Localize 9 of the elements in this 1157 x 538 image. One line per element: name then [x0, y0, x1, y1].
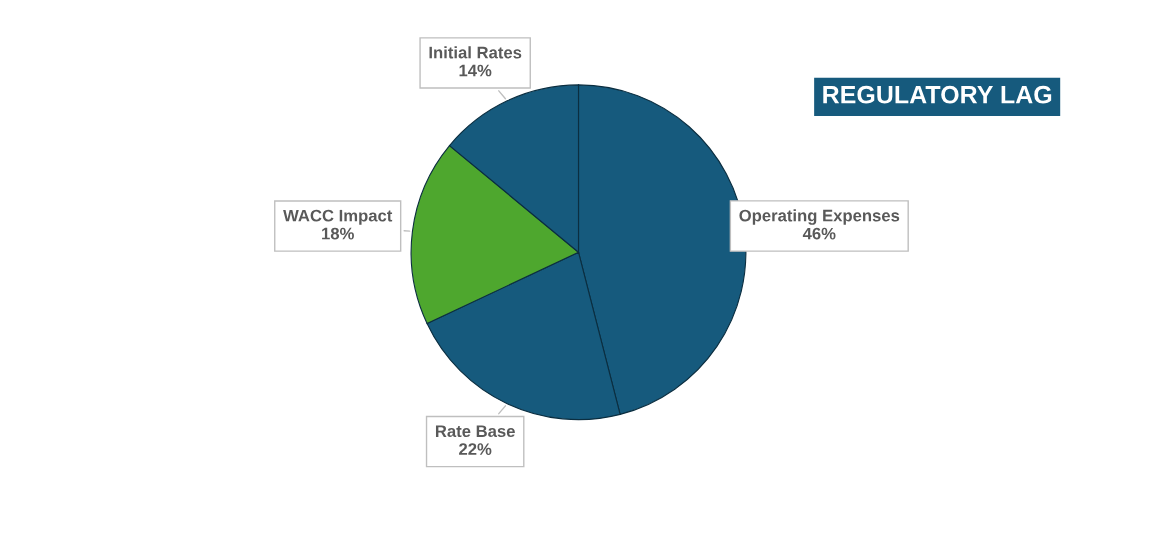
data-label: 18% [322, 227, 354, 240]
data-label: 46% [802, 227, 836, 240]
data-label: 14% [459, 64, 492, 77]
slice-label: Rate Base [435, 425, 515, 438]
slice-label: Operating Expenses [739, 209, 900, 225]
slice-label: WACC Impact [283, 209, 393, 225]
data-label: 22% [459, 443, 492, 455]
text: REGULATORY LAG [823, 85, 1052, 104]
slice-label: Initial Rates [429, 46, 522, 59]
